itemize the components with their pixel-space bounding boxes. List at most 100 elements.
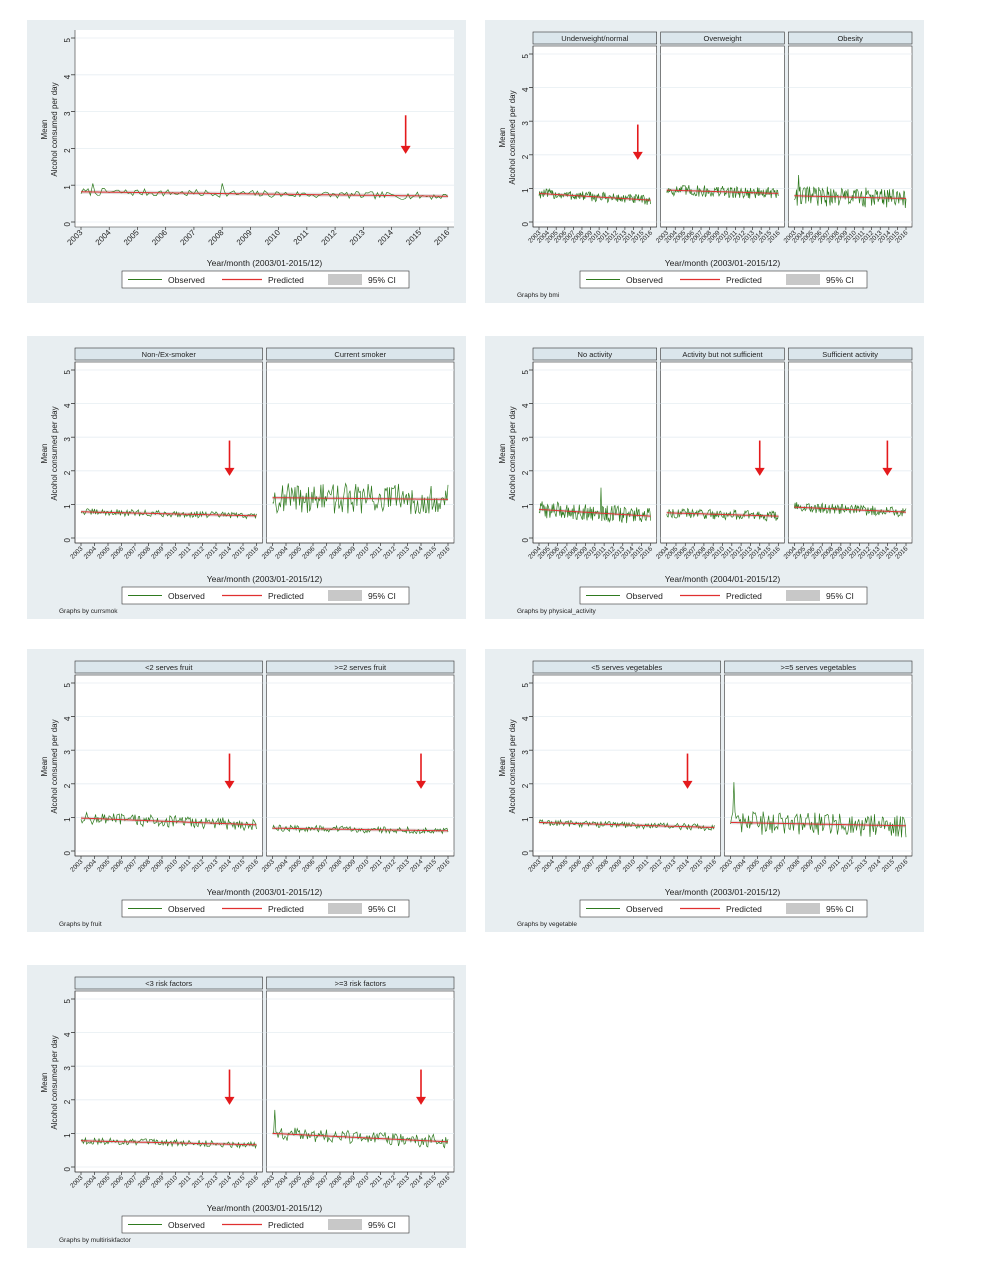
- y-tick-label: 1: [521, 504, 530, 509]
- y-tick-label: 5: [521, 369, 530, 374]
- chart-bmi: Mean Alcohol consumed per day 0 1 2 3 4 5 Underw…: [485, 20, 924, 303]
- panel-strip: [660, 31, 785, 45]
- chart-svg: Mean Alcohol consumed per day 0 1 2 3 4 5 <3 ris…: [40, 976, 455, 1244]
- graphs-by-note: Graphs by vegetable: [517, 921, 577, 928]
- x-tick-label: 2007: [315, 545, 330, 560]
- y-axis-label: Mean: [498, 127, 507, 147]
- x-tick-label: 2008: [207, 228, 226, 247]
- observed-line: [272, 482, 449, 515]
- x-tick-label: 2012: [382, 545, 397, 560]
- chart-activity: Mean Alcohol consumed per day 0 1 2 3 4 5 No act…: [485, 336, 924, 619]
- x-tick-label: 2009: [608, 858, 623, 873]
- x-tick-label: 2013: [396, 858, 411, 873]
- observed-line: [730, 782, 907, 838]
- legend-ci-label: 95% CI: [368, 904, 396, 914]
- x-tick-label: 2003: [261, 1174, 276, 1189]
- panel-title: No activity: [578, 350, 613, 359]
- legend-box: [579, 270, 868, 289]
- x-tick-label: 2012: [320, 228, 339, 247]
- x-tick-label: 2015: [231, 858, 246, 873]
- y-axis-label: Mean: [498, 756, 507, 776]
- x-tick-label: 2005: [96, 1174, 111, 1189]
- y-tick-label: 5: [63, 37, 72, 42]
- x-tick-label: 2006: [301, 545, 316, 560]
- x-tick-label: 2004: [732, 858, 747, 873]
- y-tick-label: 5: [63, 998, 72, 1003]
- legend-observed-label: Observed: [168, 591, 205, 601]
- x-tick-label: 2003: [527, 858, 542, 873]
- x-tick-label: 2010: [164, 545, 179, 560]
- y-axis-label: Alcohol consumed per day: [50, 406, 59, 500]
- x-tick-label: 2008: [328, 545, 343, 560]
- observed-line: [538, 187, 652, 205]
- panel-title: Current smoker: [334, 350, 386, 359]
- x-tick-label: 2014: [409, 858, 424, 873]
- graphs-by-note: Graphs by fruit: [59, 921, 102, 928]
- x-tick-label: 2010: [622, 858, 637, 873]
- x-tick-label: 2003: [65, 228, 84, 247]
- y-tick-label: 3: [63, 437, 72, 442]
- x-tick-label: 2010: [813, 858, 828, 873]
- y-tick-label: 4: [63, 716, 72, 721]
- y-axis-label: Alcohol consumed per day: [50, 1035, 59, 1129]
- y-tick-label: 4: [63, 1032, 72, 1037]
- x-tick-label: 2015: [231, 545, 246, 560]
- x-tick-label: 2009: [235, 228, 254, 247]
- y-tick-label: 0: [63, 850, 72, 855]
- x-tick-label: 2016: [894, 858, 909, 873]
- legend-box: [121, 1215, 410, 1234]
- intervention-arrowhead: [416, 780, 426, 789]
- y-tick-label: 1: [63, 817, 72, 822]
- legend-ci-key: [328, 1219, 362, 1230]
- legend-observed-label: Observed: [168, 275, 205, 285]
- y-axis-label: Alcohol consumed per day: [50, 82, 59, 176]
- x-tick-label: 2004: [274, 858, 289, 873]
- x-tick-label: 2007: [123, 1174, 138, 1189]
- y-tick-label: 1: [521, 817, 530, 822]
- panel-title: Non-/Ex-smoker: [142, 350, 197, 359]
- legend-predicted-label: Predicted: [268, 1220, 304, 1230]
- x-tick-label: 2009: [150, 1174, 165, 1189]
- plot-area: [266, 361, 455, 544]
- panel-strip: [788, 31, 913, 45]
- chart-risk: Mean Alcohol consumed per day 0 1 2 3 4 5 <3 ris…: [27, 965, 466, 1248]
- x-tick-label: 2015: [423, 545, 438, 560]
- x-tick-label: 2005: [288, 545, 303, 560]
- legend-observed-label: Observed: [626, 904, 663, 914]
- x-axis-label: Year/month (2003/01-2015/12): [207, 1203, 323, 1213]
- legend-ci-label: 95% CI: [368, 591, 396, 601]
- y-tick-label: 3: [521, 121, 530, 126]
- plot-area: [788, 45, 913, 228]
- legend-predicted-label: Predicted: [268, 591, 304, 601]
- x-tick-label: 2004: [83, 545, 98, 560]
- legend-predicted-label: Predicted: [726, 591, 762, 601]
- x-tick-label: 2011: [827, 858, 842, 873]
- plot-area: [266, 990, 455, 1173]
- observed-line: [666, 507, 779, 522]
- x-axis-label: Year/month (2003/01-2015/12): [207, 258, 323, 268]
- x-tick-label: 2003: [261, 545, 276, 560]
- x-tick-label: 2010: [164, 858, 179, 873]
- predicted-line: [538, 508, 651, 517]
- x-tick-label: 2016: [436, 1174, 451, 1189]
- intervention-arrowhead: [882, 467, 893, 476]
- x-tick-label: 2005: [288, 858, 303, 873]
- legend-ci-key: [786, 274, 820, 285]
- x-tick-label: 2010: [164, 1174, 179, 1189]
- x-tick-label: 2015: [404, 228, 423, 247]
- x-tick-label: 2003: [69, 858, 84, 873]
- chart-vegetable: Mean Alcohol consumed per day 0 1 2 3 4 5 <5 ser…: [485, 649, 924, 932]
- plot-area: [532, 674, 721, 857]
- x-tick-label: 2003: [69, 1174, 84, 1189]
- legend-ci-label: 95% CI: [368, 275, 396, 285]
- y-axis-label: Mean: [40, 119, 49, 139]
- predicted-line: [81, 511, 257, 517]
- x-tick-label: 2009: [342, 545, 357, 560]
- x-tick-label: 2015: [689, 858, 704, 873]
- y-tick-label: 3: [63, 750, 72, 755]
- x-axis-label: Year/month (2003/01-2015/12): [665, 258, 781, 268]
- y-axis-label: Alcohol consumed per day: [508, 719, 517, 813]
- x-tick-label: 2014: [218, 545, 233, 560]
- x-tick-label: 2008: [137, 1174, 152, 1189]
- y-tick-label: 1: [63, 185, 72, 190]
